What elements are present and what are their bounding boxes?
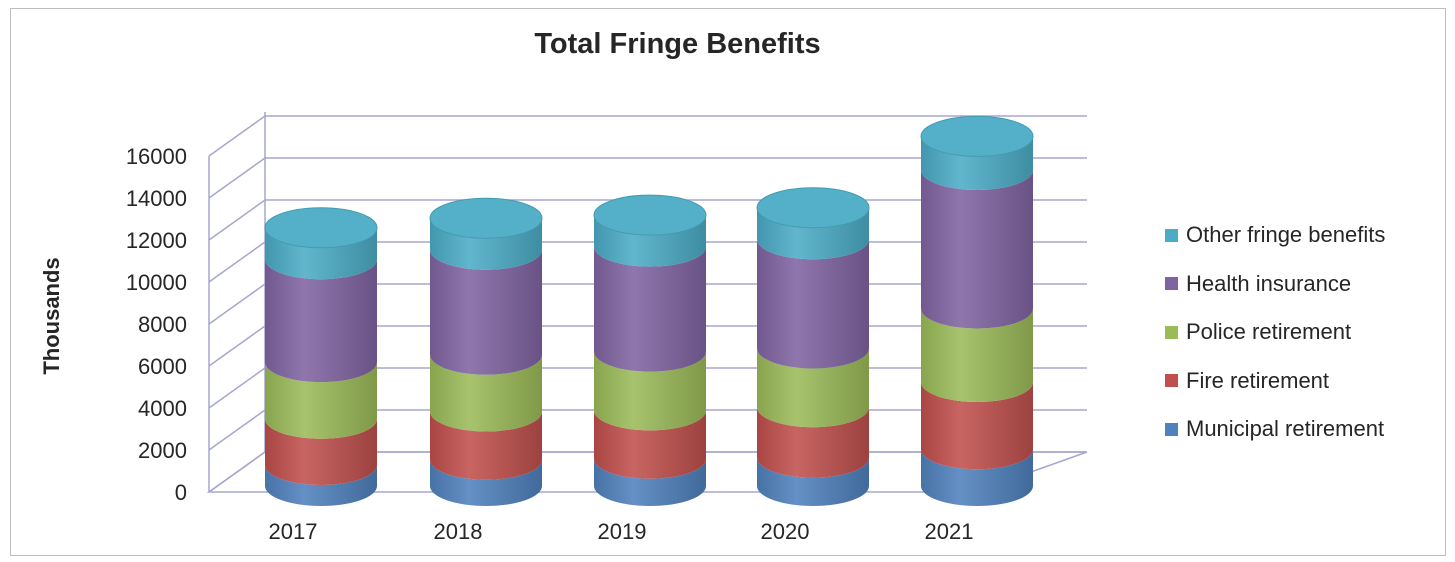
bar-top-cap [593, 194, 707, 236]
bar-top-cap [920, 115, 1034, 157]
bar-segment [921, 308, 1033, 403]
y-tick-label: 6000 [138, 354, 187, 379]
bar-segment [265, 465, 377, 506]
gridline [208, 115, 1087, 157]
chart-title: Total Fringe Benefits [534, 28, 821, 60]
bar-top-cap [264, 207, 378, 249]
bar-segment [757, 457, 869, 506]
bar-segment [921, 449, 1033, 506]
bar-group-2017 [264, 207, 378, 506]
bar-top-cap [756, 187, 870, 229]
x-tick-label: 2017 [269, 519, 318, 544]
bar-segment [921, 136, 1033, 190]
bar-segment [594, 458, 706, 506]
bar-segment [265, 259, 377, 383]
legend-item: Fire retirement [1165, 357, 1385, 406]
legend-item: Police retirement [1165, 308, 1385, 357]
bar-segment [430, 218, 542, 270]
legend: Other fringe benefits Health insurance Pol… [1165, 211, 1385, 454]
bar-segment [265, 227, 377, 280]
y-tick-label: 16000 [126, 144, 187, 169]
bar-group-2019 [593, 194, 707, 506]
bar-segment [430, 459, 542, 506]
x-tick-label: 2021 [925, 519, 974, 544]
bar-segment [921, 169, 1033, 329]
legend-swatch [1165, 422, 1178, 436]
legend-swatch [1165, 228, 1178, 242]
bar-segment [265, 362, 377, 439]
bar-segment [265, 418, 377, 485]
x-tick-label: 2018 [434, 519, 483, 544]
y-tick-label: 10000 [126, 270, 187, 295]
legend-item: Health insurance [1165, 260, 1385, 309]
bar-segment [430, 249, 542, 375]
y-tick-label: 4000 [138, 396, 187, 421]
y-tick-label: 2000 [138, 438, 187, 463]
bar-segment [757, 348, 869, 428]
bar-segment [757, 239, 869, 369]
legend-swatch [1165, 277, 1178, 291]
legend-item: Other fringe benefits [1165, 211, 1385, 260]
bar-segment [594, 215, 706, 267]
legend-label: Fire retirement [1186, 367, 1330, 393]
y-tick-label: 8000 [138, 312, 187, 337]
legend-swatch [1165, 374, 1178, 388]
legend-label: Municipal retirement [1186, 416, 1385, 442]
bar-group-2020 [756, 187, 870, 506]
bar-group-2018 [429, 197, 543, 506]
bar-segment [921, 382, 1033, 470]
bar-segment [594, 246, 706, 372]
bar-segment [594, 410, 706, 479]
legend-item: Municipal retirement [1165, 405, 1385, 454]
legend-label: Health insurance [1186, 270, 1352, 296]
bar-segment [430, 411, 542, 480]
x-tick-label: 2020 [761, 519, 810, 544]
bar-segment [430, 354, 542, 432]
bar-segment [757, 207, 869, 260]
bar-segment [757, 407, 869, 478]
y-tick-label: 0 [175, 480, 187, 505]
bar-top-cap [429, 197, 543, 239]
y-tick-label: 14000 [126, 186, 187, 211]
legend-label: Police retirement [1186, 319, 1352, 345]
x-tick-label: 2019 [598, 519, 647, 544]
legend-swatch [1165, 325, 1178, 339]
legend-label: Other fringe benefits [1186, 222, 1386, 248]
bar-segment [594, 351, 706, 431]
y-tick-label: 12000 [126, 228, 187, 253]
bar-group-2021 [920, 115, 1034, 506]
